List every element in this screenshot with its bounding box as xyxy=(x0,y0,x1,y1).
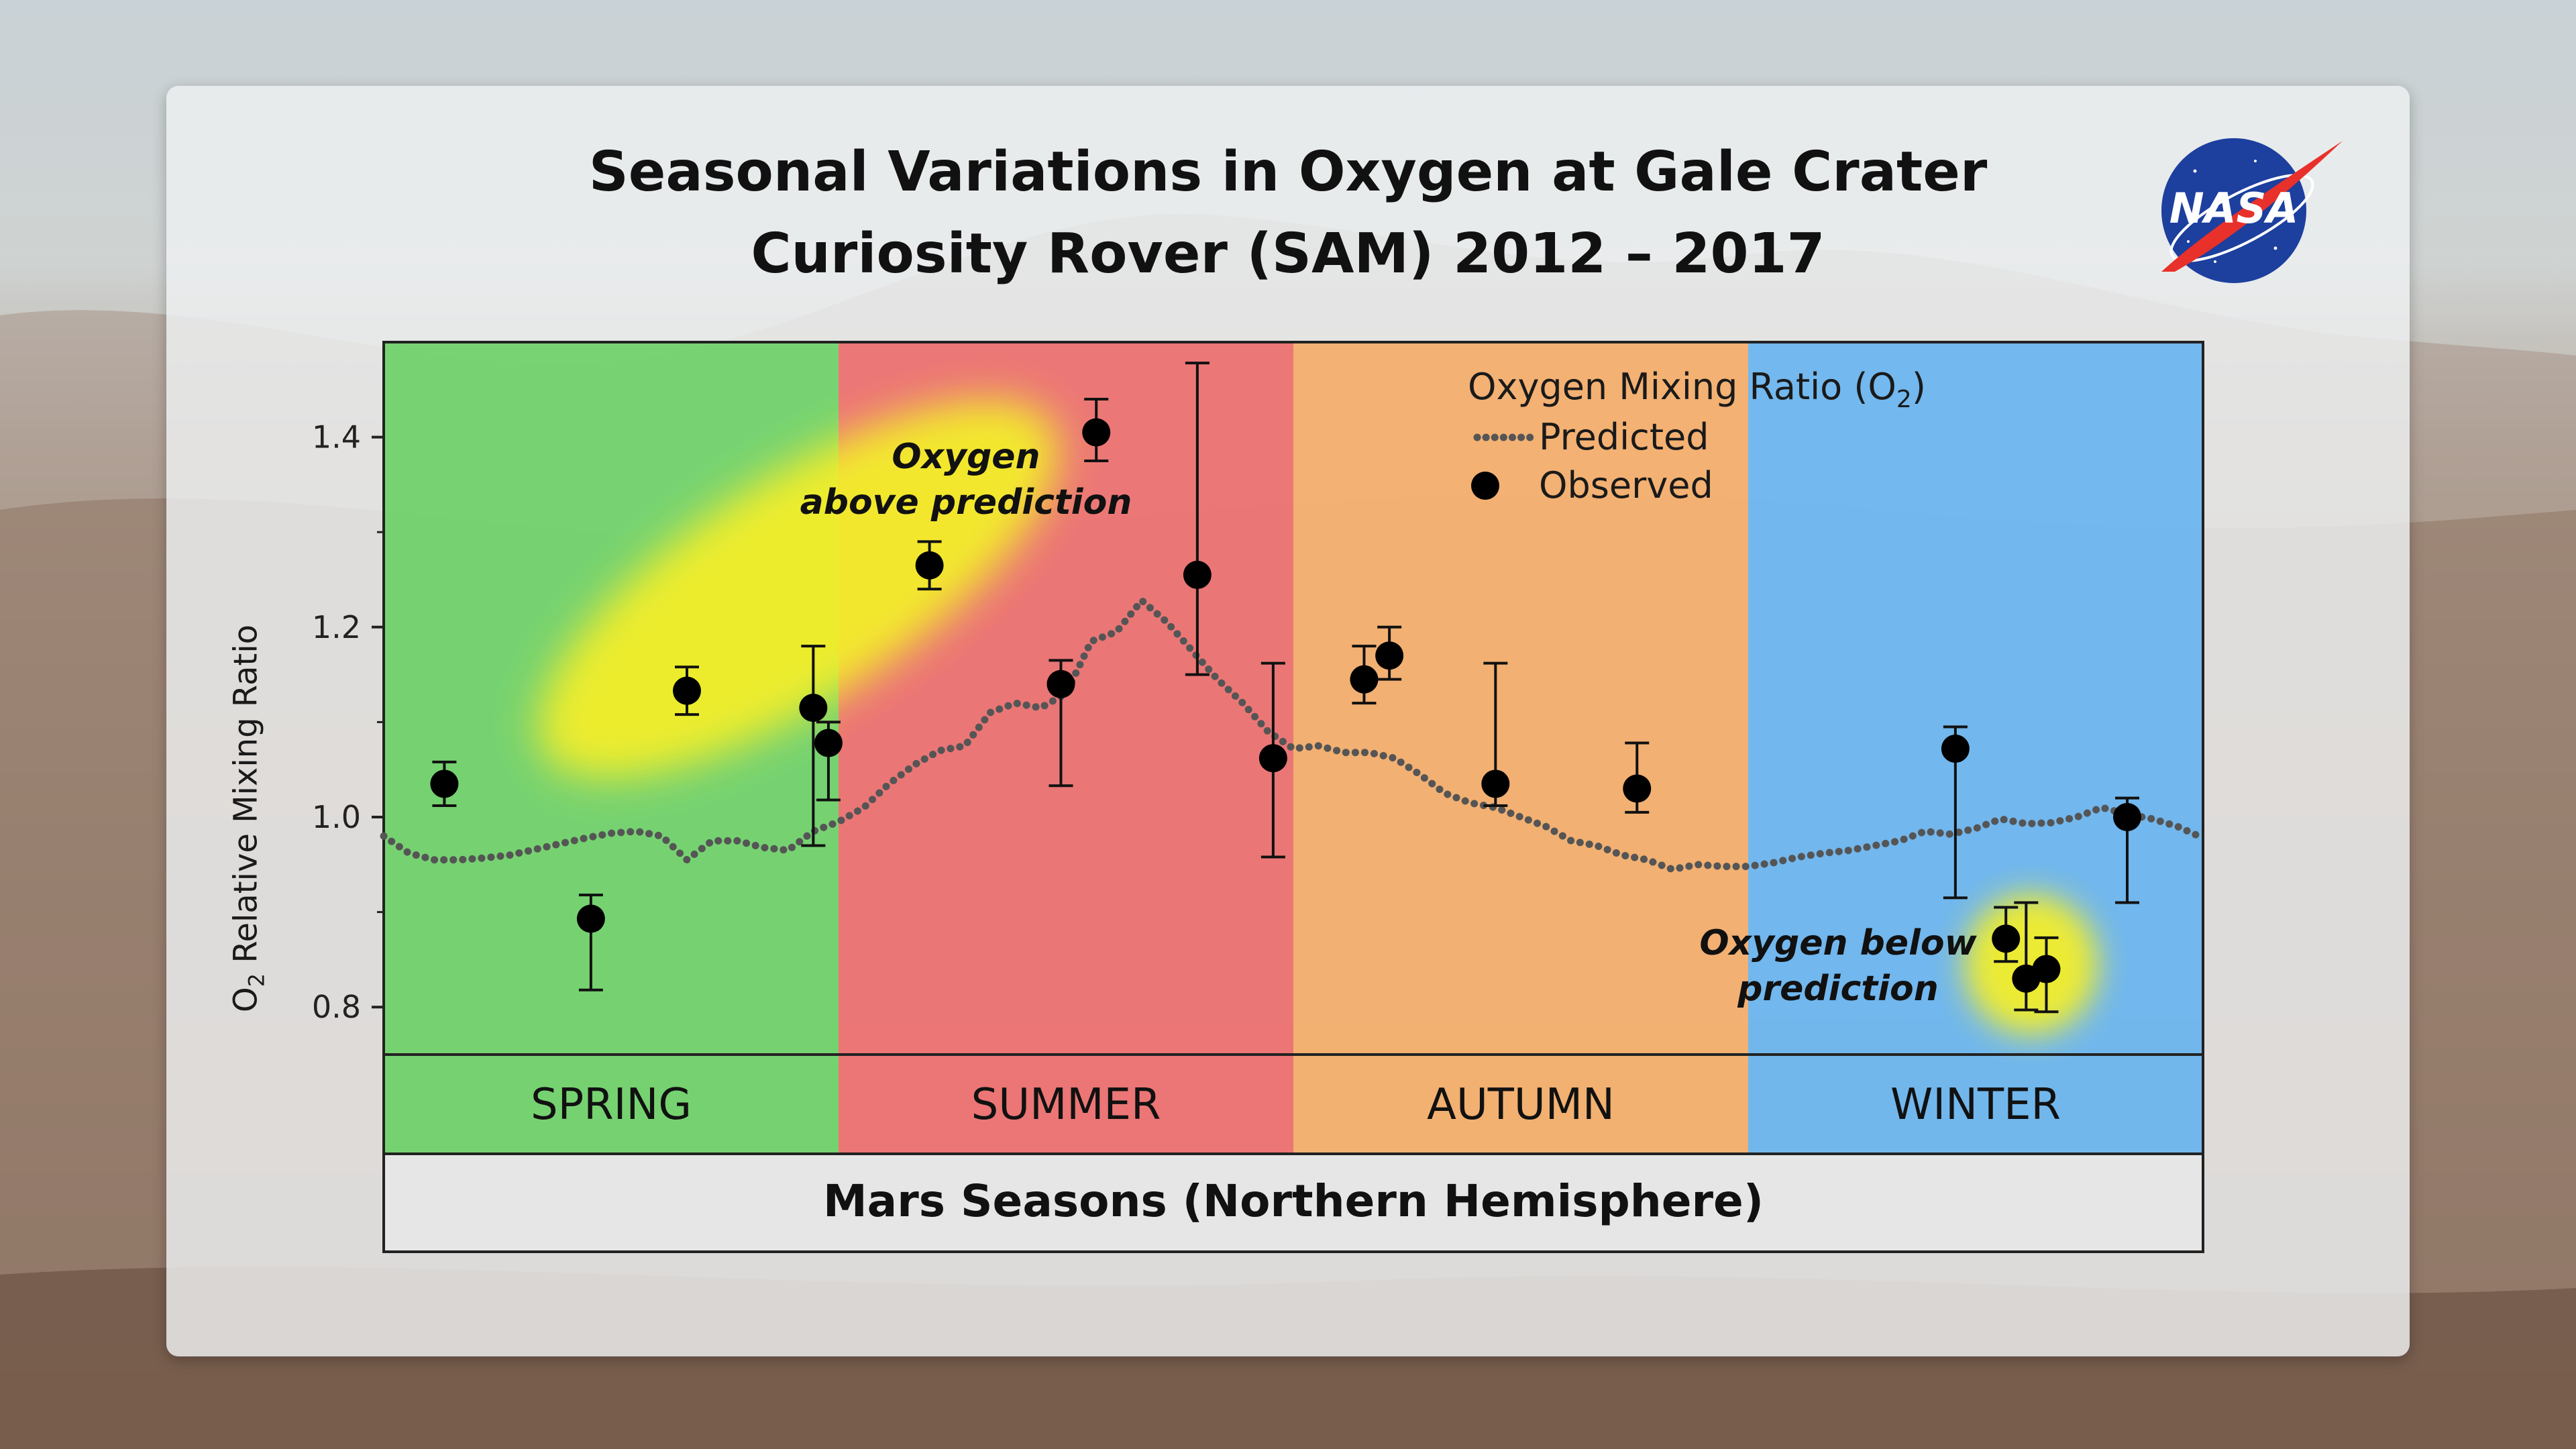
observed-series xyxy=(430,362,2141,1014)
observed-marker xyxy=(1623,774,1652,803)
observed-marker xyxy=(2113,803,2141,831)
observed-marker xyxy=(1350,665,1379,694)
season-labels: SPRING SUMMER AUTUMN WINTER xyxy=(531,1080,2061,1130)
observed-point-5 xyxy=(814,720,843,802)
observed-marker xyxy=(1183,560,1212,589)
observed-point-13 xyxy=(1481,661,1510,808)
observed-point-12 xyxy=(1375,625,1404,681)
chart-title: Seasonal Variations in Oxygen at Gale Cr… xyxy=(0,131,2576,295)
title-line-2: Curiosity Rover (SAM) 2012 – 2017 xyxy=(751,222,1825,286)
observed-marker xyxy=(1082,418,1111,447)
season-label-winter: WINTER xyxy=(1890,1080,2061,1130)
observed-marker xyxy=(1258,744,1287,773)
season-band-winter xyxy=(1748,342,2203,1154)
observed-point-3 xyxy=(673,665,701,716)
observed-point-16 xyxy=(1992,906,2021,963)
legend-predicted-label: Predicted xyxy=(1539,416,1709,458)
observed-point-14 xyxy=(1623,741,1652,814)
observed-point-18 xyxy=(2032,936,2061,1014)
legend: Oxygen Mixing Ratio (O2) Predicted Obser… xyxy=(1468,366,1926,506)
observed-marker xyxy=(1941,735,1970,763)
observed-marker xyxy=(1046,669,1075,698)
y-tick-label: 1.4 xyxy=(312,419,361,455)
observed-marker xyxy=(430,769,459,798)
season-label-spring: SPRING xyxy=(531,1080,692,1130)
observed-point-11 xyxy=(1350,645,1379,705)
season-label-autumn: AUTUMN xyxy=(1427,1080,1615,1130)
observed-marker xyxy=(2032,955,2061,983)
highlight-above-prediction xyxy=(537,400,1059,778)
legend-title: Oxygen Mixing Ratio (O2) xyxy=(1468,366,1926,413)
annotation-above-line1: Oxygen xyxy=(892,437,1040,477)
season-band-autumn xyxy=(1293,342,1748,1154)
legend-observed-label: Observed xyxy=(1539,464,1713,506)
observed-point-4 xyxy=(799,645,828,847)
observed-marker xyxy=(799,694,828,722)
legend-observed-marker xyxy=(1471,472,1499,500)
y-tick-label: 1.0 xyxy=(312,799,361,835)
x-axis-title: Mars Seasons (Northern Hemisphere) xyxy=(823,1175,1764,1227)
observed-point-15 xyxy=(1941,725,1970,900)
observed-marker xyxy=(1992,924,2021,953)
observed-marker xyxy=(1481,769,1510,798)
nasa-logo-text: NASA xyxy=(2169,184,2299,233)
predicted-series xyxy=(380,596,2207,873)
observed-point-2 xyxy=(576,894,605,991)
y-tick-label: 0.8 xyxy=(312,989,361,1025)
annotation-below-line1: Oxygen below xyxy=(1699,923,1977,963)
predicted-line xyxy=(380,596,2207,873)
title-line-1: Seasonal Variations in Oxygen at Gale Cr… xyxy=(588,140,1988,204)
season-label-summer: SUMMER xyxy=(971,1080,1161,1130)
observed-marker xyxy=(814,729,843,757)
y-tick-label: 1.2 xyxy=(312,609,361,645)
highlight-below-prediction xyxy=(1964,894,2098,1035)
nasa-logo: NASA xyxy=(2161,138,2343,283)
observed-point-8 xyxy=(1082,397,1111,462)
observed-point-19 xyxy=(2113,796,2141,904)
observed-point-1 xyxy=(430,760,459,808)
annotation-above-line2: above prediction xyxy=(800,482,1132,523)
observed-point-7 xyxy=(1046,659,1075,788)
observed-marker xyxy=(576,904,605,933)
observed-point-9 xyxy=(1183,362,1212,676)
y-ticks: 0.8 1.0 1.2 1.4 xyxy=(312,419,384,1025)
observed-point-6 xyxy=(915,540,944,591)
observed-marker xyxy=(1375,641,1404,670)
observed-marker xyxy=(915,551,944,580)
observed-point-10 xyxy=(1258,661,1287,859)
annotation-below-line2: prediction xyxy=(1737,969,1938,1009)
x-title-strip xyxy=(382,1152,2204,1253)
observed-marker xyxy=(673,676,701,705)
